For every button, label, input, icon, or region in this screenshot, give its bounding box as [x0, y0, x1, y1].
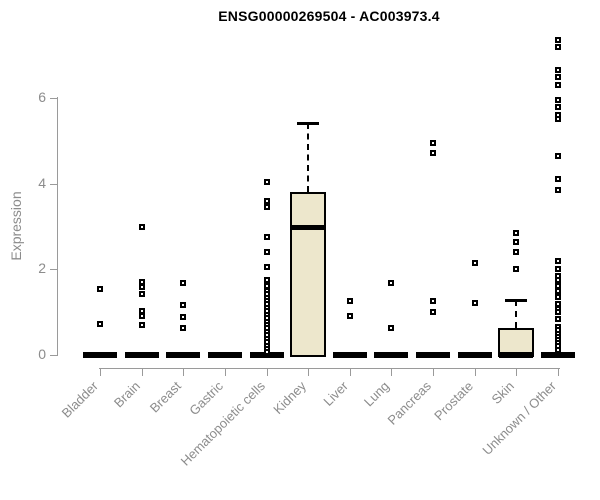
- box-kidney: [290, 192, 327, 357]
- y-tick-label-4: 4: [38, 174, 46, 191]
- outlier-point-unknown-other: [555, 309, 562, 315]
- x-tick: [516, 368, 518, 376]
- outlier-point-unknown-other: [555, 277, 562, 283]
- y-tick-label-0: 0: [38, 346, 46, 362]
- outlier-point-breast: [180, 280, 187, 286]
- outlier-point-unknown-other: [555, 74, 562, 80]
- y-axis-line: [57, 97, 58, 356]
- outlier-point-unknown-other: [555, 37, 562, 43]
- zero-median-bar-brain: [124, 352, 159, 358]
- y-tick: [50, 98, 57, 100]
- outlier-point-brain: [138, 284, 145, 290]
- outlier-point-prostate: [471, 300, 478, 306]
- y-tick-label-6: 6: [38, 89, 46, 106]
- outlier-point-brain: [138, 322, 145, 328]
- y-tick-label-2: 2: [38, 260, 46, 277]
- outlier-point-pancreas: [430, 298, 437, 304]
- outlier-point-pancreas: [430, 309, 437, 315]
- zero-median-bar-pancreas: [416, 352, 451, 358]
- x-tick: [558, 368, 560, 376]
- x-tick: [141, 368, 143, 376]
- outlier-point-lung: [388, 325, 395, 331]
- outlier-point-unknown-other: [555, 116, 562, 122]
- outlier-point-brain: [138, 224, 145, 230]
- outlier-point-breast: [180, 302, 187, 308]
- outlier-point-skin: [513, 249, 520, 255]
- outlier-point-unknown-other: [555, 294, 562, 300]
- outlier-point-bladder: [97, 321, 103, 327]
- outlier-point-liver: [346, 313, 353, 319]
- outlier-point-hematopoietic-cells: [263, 264, 270, 270]
- outlier-point-unknown-other: [555, 266, 562, 272]
- zero-median-bar-breast: [166, 352, 201, 358]
- outlier-point-hematopoietic-cells: [263, 349, 270, 355]
- outlier-point-hematopoietic-cells: [263, 204, 270, 210]
- zero-median-bar-bladder: [83, 352, 117, 358]
- x-tick: [100, 368, 101, 376]
- median-kidney: [292, 225, 325, 231]
- outlier-point-breast: [180, 314, 187, 320]
- x-tick: [224, 368, 226, 376]
- outlier-point-pancreas: [430, 150, 437, 156]
- whisker-cap-kidney: [297, 121, 320, 125]
- outlier-point-hematopoietic-cells: [263, 234, 270, 240]
- whisker-skin: [515, 299, 518, 328]
- outlier-point-bladder: [97, 286, 103, 292]
- outlier-point-unknown-other: [555, 67, 562, 73]
- x-axis-line: [99, 368, 560, 369]
- zero-median-bar-hematopoietic-cells: [249, 352, 284, 358]
- outlier-point-unknown-other: [555, 347, 562, 353]
- outlier-point-hematopoietic-cells: [263, 198, 270, 204]
- outlier-point-unknown-other: [555, 258, 562, 264]
- outlier-point-unknown-other: [555, 288, 562, 294]
- x-tick: [266, 368, 268, 376]
- outlier-point-unknown-other: [555, 97, 562, 103]
- zero-median-bar-skin: [499, 352, 534, 358]
- x-tick: [183, 368, 185, 376]
- y-tick: [50, 269, 57, 271]
- whisker-cap-skin: [505, 298, 528, 302]
- outlier-point-skin: [513, 230, 520, 236]
- outlier-point-breast: [180, 325, 187, 331]
- zero-median-bar-gastric: [207, 352, 242, 358]
- outlier-point-liver: [346, 298, 353, 304]
- outlier-point-unknown-other: [555, 176, 562, 182]
- outlier-point-unknown-other: [555, 104, 562, 110]
- x-tick: [391, 368, 393, 376]
- zero-median-bar-lung: [374, 352, 409, 358]
- outlier-point-skin: [513, 239, 520, 245]
- outlier-point-lung: [388, 280, 395, 286]
- outlier-point-unknown-other: [555, 187, 562, 193]
- outlier-point-unknown-other: [555, 82, 562, 88]
- outlier-point-pancreas: [430, 140, 437, 146]
- x-tick: [433, 368, 435, 376]
- outlier-point-unknown-other: [555, 153, 562, 159]
- x-tick: [308, 368, 310, 376]
- outlier-point-hematopoietic-cells: [263, 179, 270, 185]
- outlier-point-hematopoietic-cells: [263, 277, 270, 283]
- zero-median-bar-liver: [332, 352, 367, 358]
- y-tick: [50, 183, 57, 185]
- outlier-point-unknown-other: [555, 44, 562, 50]
- zero-median-bar-unknown-other: [541, 352, 576, 358]
- zero-median-bar-prostate: [457, 352, 492, 358]
- y-tick: [50, 355, 57, 356]
- outlier-point-prostate: [471, 260, 478, 266]
- outlier-point-skin: [513, 266, 520, 272]
- outlier-point-brain: [138, 291, 145, 297]
- chart-title: ENSG00000269504 - AC003973.4: [218, 8, 440, 24]
- outlier-point-brain: [138, 313, 145, 319]
- x-tick: [349, 368, 351, 376]
- whisker-kidney: [307, 122, 310, 193]
- outlier-point-hematopoietic-cells: [263, 249, 270, 255]
- outlier-point-unknown-other: [555, 316, 562, 322]
- x-tick: [474, 368, 476, 376]
